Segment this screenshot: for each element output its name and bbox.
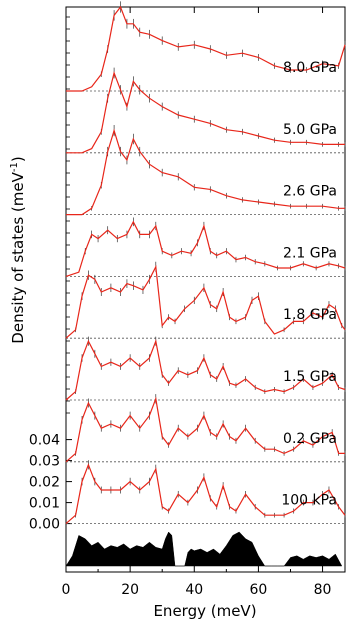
x-tick-label: 80: [314, 582, 332, 598]
x-tick-label: 0: [62, 582, 71, 598]
series-label: 1.8 GPa: [283, 307, 337, 323]
series-line: [65, 463, 346, 525]
y-tick-label: 0.02: [29, 475, 60, 491]
series-line: [66, 5, 346, 92]
y-tick-label: 0.00: [29, 517, 60, 533]
series-label: 5.0 GPa: [283, 122, 337, 138]
x-tick-label: 40: [185, 582, 203, 598]
series-line: [65, 339, 346, 401]
series-label: 100 kPa: [281, 493, 337, 509]
y-tick-label: 0.01: [29, 496, 60, 512]
x-axis-title: Energy (meV): [153, 602, 256, 620]
x-tick-label: 20: [121, 582, 139, 598]
series-line: [66, 128, 345, 216]
series-line: [65, 396, 345, 463]
series-label: 2.6 GPa: [283, 184, 337, 200]
series-label: 1.5 GPa: [283, 369, 337, 385]
series-label: 2.1 GPa: [283, 245, 337, 261]
x-axis: 0 20 40 60 80: [62, 7, 332, 598]
y-axis: 0.00 0.01 0.02 0.03 0.04: [29, 16, 72, 533]
x-tick-label: 60: [249, 582, 267, 598]
series-line: [65, 264, 346, 339]
series-line: [65, 220, 346, 277]
series-line: [66, 71, 345, 154]
y-tick-label: 0.03: [29, 454, 60, 470]
y-axis-title: Density of states (meV-1): [9, 156, 27, 343]
calculated-dos: [65, 531, 343, 567]
series-label: 0.2 GPa: [283, 431, 337, 447]
series-layer: 8.0 GPa 5.0 GPa 2.6 GPa 2.1 GPa 1.8 GPa 1.5 G…: [65, 1, 346, 525]
dos-area: [65, 531, 343, 567]
y-tick-label: 0.04: [29, 433, 60, 449]
series-label: 8.0 GPa: [283, 60, 337, 76]
plot-frame: [65, 6, 346, 573]
